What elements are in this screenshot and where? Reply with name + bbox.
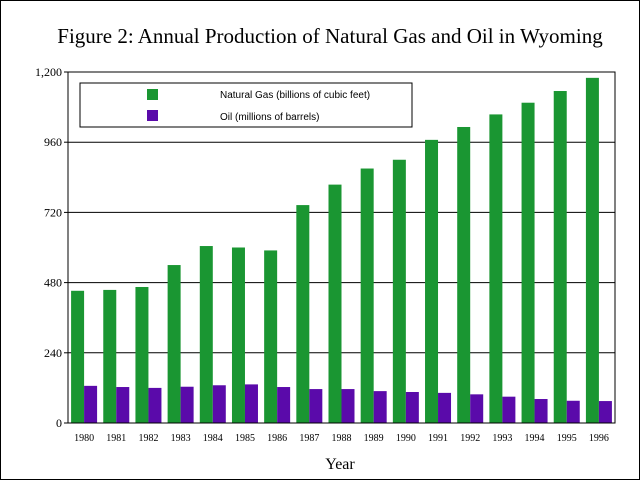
x-axis-label: Year <box>325 456 355 473</box>
legend-box <box>79 82 413 128</box>
bar-natural-gas <box>264 250 278 423</box>
bar-natural-gas <box>553 91 567 423</box>
legend-label-oil: Oil (millions of barrels) <box>220 112 319 123</box>
bar-oil <box>534 399 548 423</box>
bar-natural-gas <box>199 246 213 423</box>
x-axis-ticks: 1980 1981 1982 1983 1984 1985 1986 1987 1988 1989… <box>74 433 609 444</box>
bar-oil <box>438 392 452 423</box>
x-tick-label: 1992 <box>460 433 480 444</box>
x-tick-label: 1988 <box>332 433 352 444</box>
bar-oil <box>212 385 226 423</box>
y-tick-label: 0 <box>56 416 62 430</box>
x-tick-label: 1994 <box>525 433 545 444</box>
y-tick-label: 960 <box>44 135 62 149</box>
bar-natural-gas <box>135 286 149 423</box>
x-tick-label: 1996 <box>589 433 609 444</box>
bar-oil <box>116 387 130 423</box>
legend: Natural Gas (billions of cubic feet) Oil… <box>79 82 413 128</box>
legend-label-natural-gas: Natural Gas (billions of cubic feet) <box>220 90 370 101</box>
x-tick-label: 1982 <box>138 433 158 444</box>
bar-natural-gas <box>296 205 310 423</box>
bar-natural-gas <box>425 139 439 424</box>
x-tick-label: 1981 <box>106 433 126 444</box>
x-tick-label: 1989 <box>364 433 384 444</box>
y-tick-label: 720 <box>44 205 62 219</box>
y-axis-ticks: 0 240 480 720 960 1,200 <box>35 65 68 430</box>
bars <box>71 77 612 424</box>
bar-oil <box>405 391 419 423</box>
bar-natural-gas <box>585 77 599 423</box>
plot-area-border <box>67 71 616 424</box>
bar-oil <box>598 401 612 423</box>
bar-natural-gas <box>103 289 117 423</box>
legend-swatch-oil <box>147 110 158 121</box>
x-tick-label: 1995 <box>557 433 577 444</box>
bar-oil <box>502 396 516 423</box>
chart-title: Figure 2: Annual Production of Natural G… <box>57 24 603 48</box>
x-tick-label: 1980 <box>74 433 94 444</box>
bar-natural-gas <box>328 184 342 423</box>
bar-oil <box>373 391 387 423</box>
bar-oil <box>341 389 355 423</box>
bar-natural-gas <box>360 168 374 423</box>
x-tick-label: 1984 <box>203 433 223 444</box>
bar-oil <box>84 385 98 423</box>
x-tick-label: 1991 <box>428 433 448 444</box>
bar-natural-gas <box>457 126 471 424</box>
bar-oil <box>244 384 258 423</box>
x-tick-label: 1983 <box>171 433 191 444</box>
bar-natural-gas <box>71 290 85 423</box>
x-tick-label: 1987 <box>299 433 319 444</box>
bar-oil <box>277 387 291 423</box>
bar-oil <box>180 386 194 423</box>
y-tick-label: 1,200 <box>35 65 62 79</box>
bar-oil <box>470 394 484 423</box>
x-tick-label: 1986 <box>267 433 287 444</box>
bar-natural-gas <box>392 159 406 423</box>
bar-oil <box>148 387 162 423</box>
bar-oil <box>309 389 323 423</box>
bar-natural-gas <box>231 247 245 423</box>
x-tick-label: 1993 <box>492 433 512 444</box>
bar-natural-gas <box>167 265 181 423</box>
x-tick-label: 1990 <box>396 433 416 444</box>
bar-natural-gas <box>521 102 535 424</box>
legend-swatch-natural-gas <box>147 89 158 100</box>
y-tick-label: 240 <box>44 346 62 360</box>
x-tick-label: 1985 <box>235 433 255 444</box>
y-tick-label: 480 <box>44 276 62 290</box>
bar-natural-gas <box>489 114 503 423</box>
bar-oil <box>566 400 580 423</box>
